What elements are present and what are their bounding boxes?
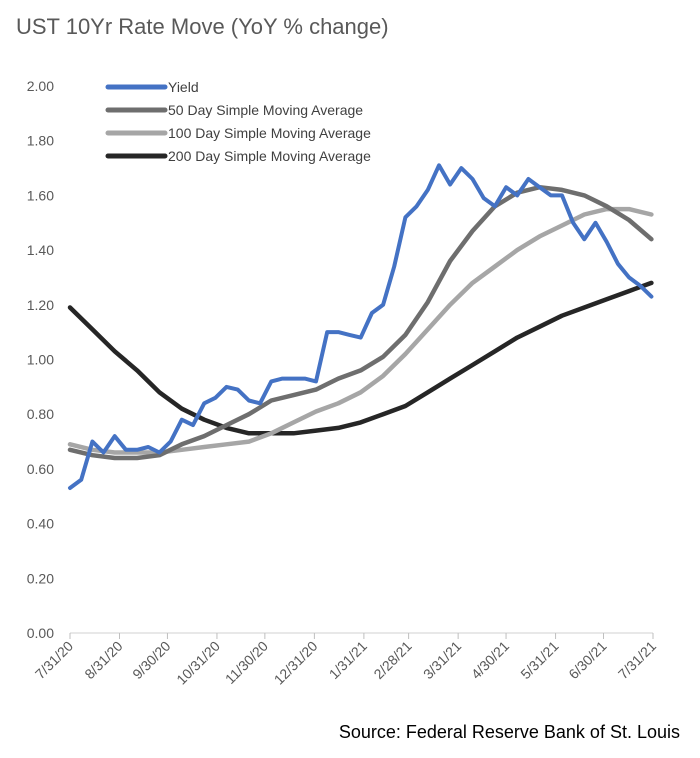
legend-label: 200 Day Simple Moving Average — [168, 148, 371, 164]
x-tick-label: 2/28/21 — [370, 638, 414, 682]
y-tick-label: 1.80 — [27, 133, 54, 149]
y-tick-label: 0.60 — [27, 461, 54, 477]
y-tick-label: 0.40 — [27, 516, 54, 532]
series-layer — [67, 163, 654, 490]
series-line-2 — [67, 206, 654, 455]
x-tick-label: 1/31/21 — [326, 638, 370, 682]
series-line-1 — [67, 184, 654, 461]
y-tick-label: 1.20 — [27, 297, 54, 313]
series-line-3 — [67, 280, 654, 436]
x-tick-label: 7/31/20 — [32, 638, 76, 682]
x-tick-label: 11/30/20 — [222, 638, 271, 687]
y-tick-label: 0.80 — [27, 406, 54, 422]
x-tick-label: 4/30/21 — [468, 638, 512, 682]
y-tick-label: 1.60 — [27, 187, 54, 203]
y-tick-label: 0.20 — [27, 570, 54, 586]
x-tick-label: 5/31/21 — [517, 638, 561, 682]
legend: Yield 50 Day Simple Moving Average 100 Day… — [105, 79, 371, 164]
x-tick-label: 6/30/21 — [565, 638, 609, 682]
legend-label: 100 Day Simple Moving Average — [168, 125, 371, 141]
legend-label: 50 Day Simple Moving Average — [168, 102, 363, 118]
x-tick-label: 12/31/20 — [271, 638, 321, 688]
x-tick-label: 9/30/20 — [129, 638, 173, 682]
series-line-0 — [68, 163, 654, 490]
x-tick-label: 10/31/20 — [173, 638, 223, 688]
y-tick-label: 2.00 — [27, 78, 54, 94]
y-tick-label: 0.00 — [27, 625, 54, 641]
x-tick-label: 8/31/20 — [81, 638, 125, 682]
chart-source: Source: Federal Reserve Bank of St. Loui… — [338, 722, 680, 742]
chart-title: UST 10Yr Rate Move (YoY % change) — [16, 14, 389, 39]
y-axis-ticks: 0.00 0.20 0.40 0.60 0.80 1.00 1.20 1.40 1.60 1.80… — [27, 78, 54, 641]
legend-label: Yield — [168, 79, 199, 95]
x-tick-label: 3/31/21 — [420, 638, 464, 682]
y-tick-label: 1.00 — [27, 352, 54, 368]
y-tick-label: 1.40 — [27, 242, 54, 258]
x-tick-label: 7/31/21 — [615, 638, 659, 682]
